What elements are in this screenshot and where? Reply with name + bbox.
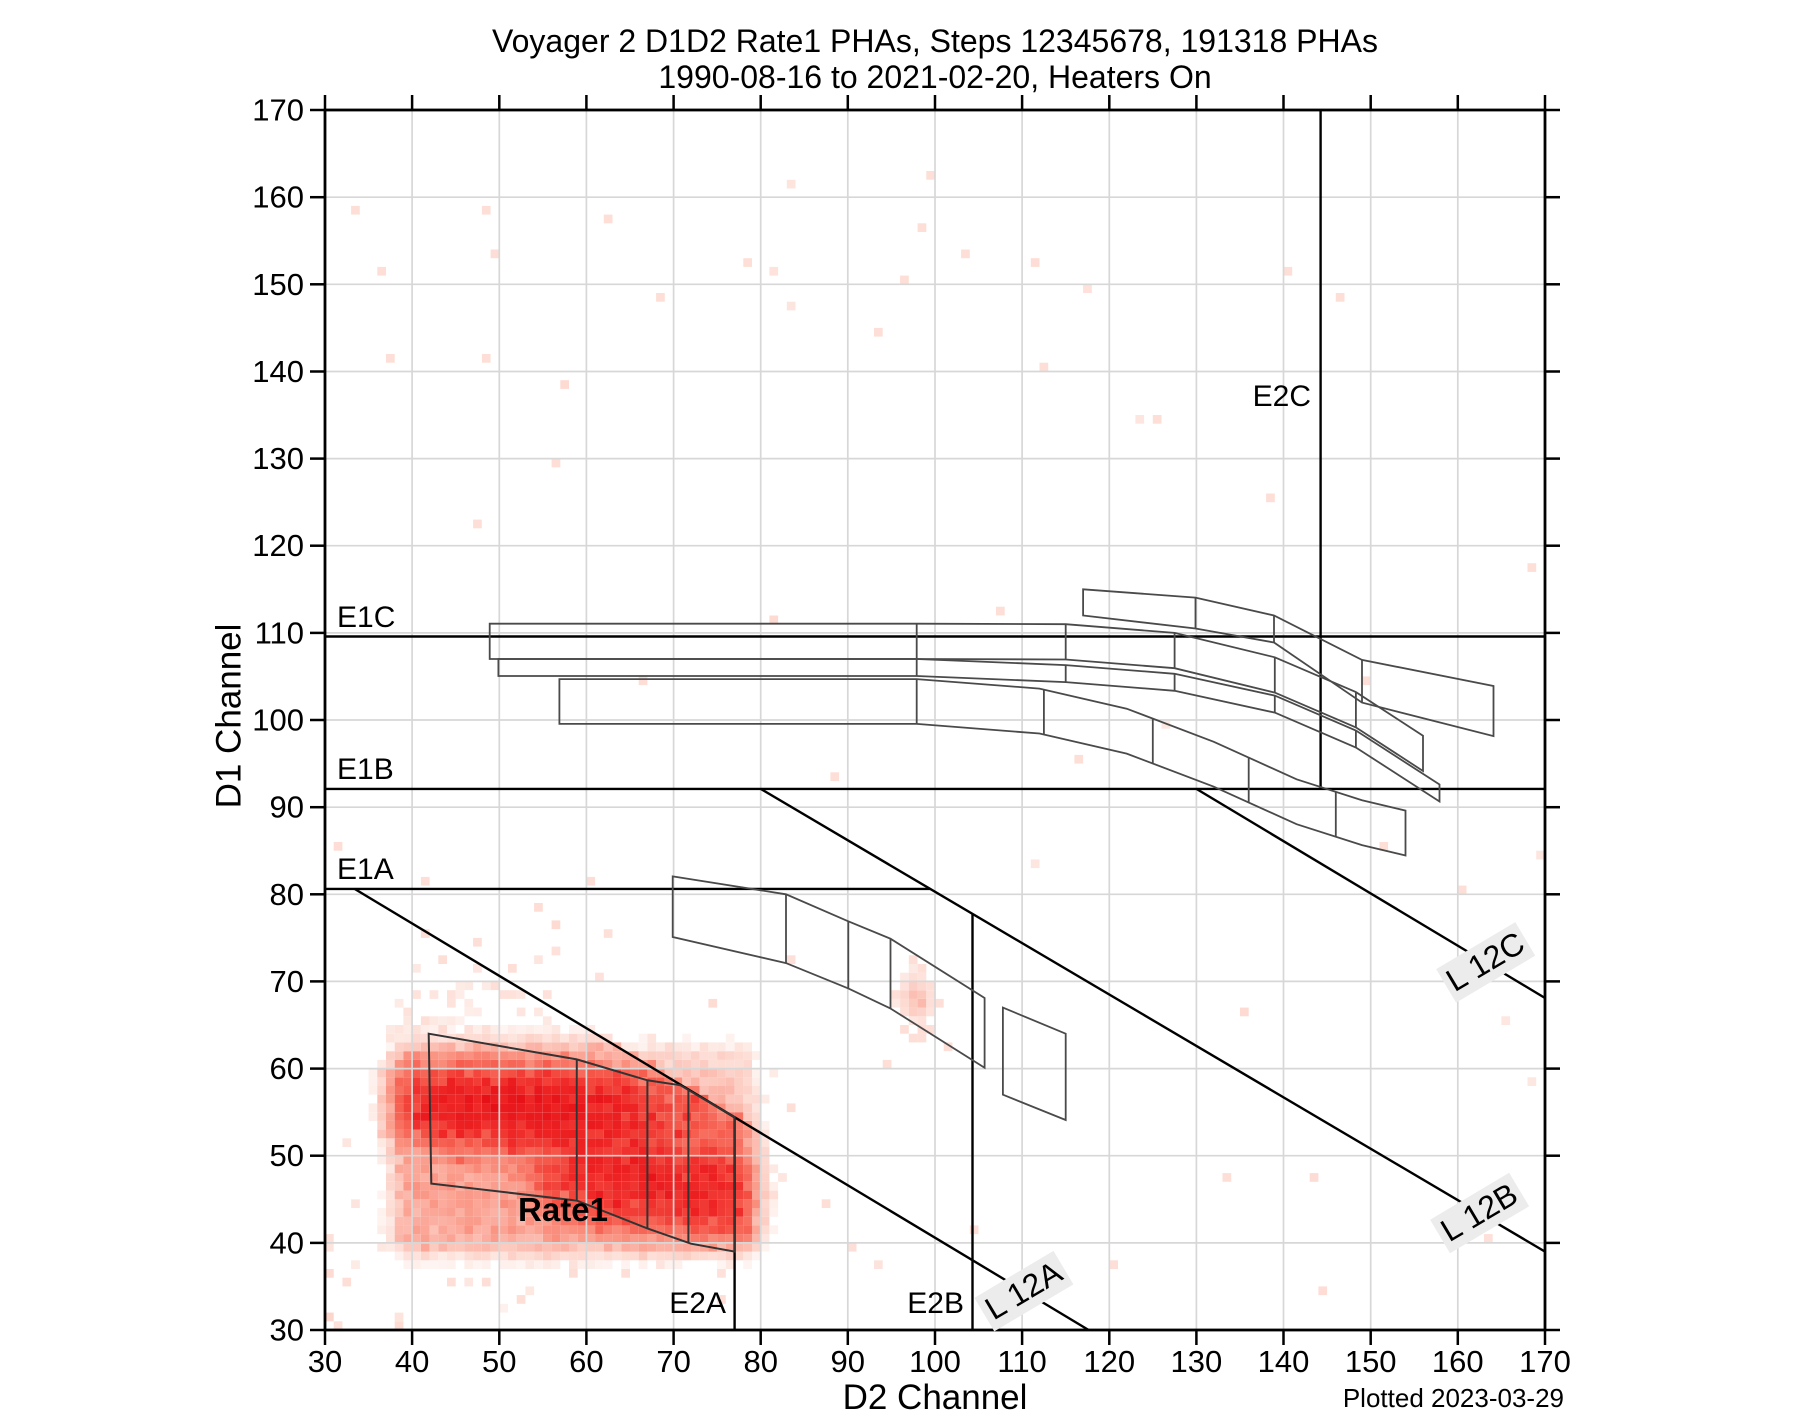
svg-text:E1A: E1A: [337, 853, 394, 886]
svg-text:E2A: E2A: [669, 1287, 726, 1320]
svg-text:130: 130: [252, 441, 304, 476]
svg-text:60: 60: [569, 1344, 603, 1379]
svg-text:40: 40: [395, 1344, 429, 1379]
svg-text:90: 90: [831, 1344, 865, 1379]
svg-text:170: 170: [1519, 1344, 1571, 1379]
svg-text:90: 90: [270, 790, 304, 825]
svg-text:120: 120: [1083, 1344, 1135, 1379]
svg-text:100: 100: [252, 703, 304, 738]
svg-text:110: 110: [997, 1344, 1046, 1379]
svg-text:70: 70: [656, 1344, 690, 1379]
svg-text:50: 50: [270, 1138, 304, 1173]
svg-text:Rate1: Rate1: [518, 1191, 608, 1228]
svg-text:50: 50: [482, 1344, 516, 1379]
svg-text:150: 150: [252, 267, 304, 302]
svg-text:Voyager 2 D1D2 Rate1 PHAs, Ste: Voyager 2 D1D2 Rate1 PHAs, Steps 1234567…: [492, 23, 1378, 59]
svg-text:E1C: E1C: [337, 601, 395, 634]
svg-text:Plotted 2023-03-29: Plotted 2023-03-29: [1343, 1383, 1564, 1413]
svg-text:160: 160: [1432, 1344, 1484, 1379]
svg-text:110: 110: [255, 615, 304, 650]
svg-text:80: 80: [743, 1344, 777, 1379]
svg-text:70: 70: [270, 964, 304, 999]
svg-text:140: 140: [252, 354, 304, 389]
svg-text:40: 40: [270, 1225, 304, 1260]
svg-text:30: 30: [270, 1313, 304, 1348]
svg-text:1990-08-16 to 2021-02-20, Heat: 1990-08-16 to 2021-02-20, Heaters On: [658, 59, 1211, 95]
svg-text:E2B: E2B: [907, 1287, 964, 1320]
svg-text:80: 80: [270, 877, 304, 912]
svg-text:30: 30: [308, 1344, 342, 1379]
svg-text:100: 100: [909, 1344, 961, 1379]
svg-text:E1B: E1B: [337, 753, 394, 786]
svg-text:120: 120: [252, 528, 304, 563]
svg-text:140: 140: [1258, 1344, 1310, 1379]
svg-text:60: 60: [270, 1051, 304, 1086]
svg-text:E2C: E2C: [1253, 380, 1311, 413]
svg-text:170: 170: [252, 93, 304, 128]
svg-text:D2 Channel: D2 Channel: [843, 1378, 1028, 1417]
svg-text:150: 150: [1345, 1344, 1397, 1379]
svg-text:D1 Channel: D1 Channel: [210, 624, 249, 809]
svg-text:160: 160: [252, 180, 304, 215]
svg-text:130: 130: [1171, 1344, 1223, 1379]
